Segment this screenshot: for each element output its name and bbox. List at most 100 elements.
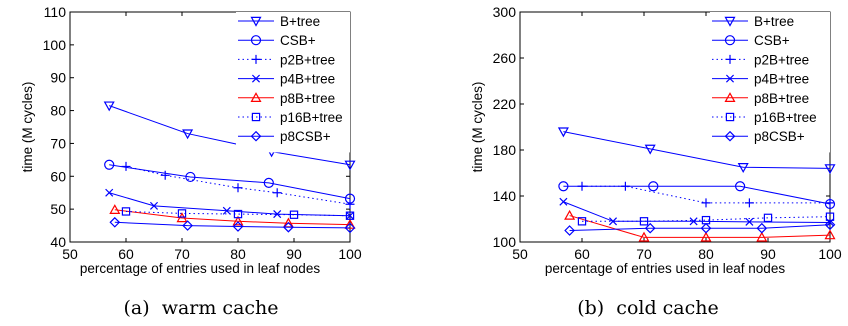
legend: B+tree CSB+ p2B+tree p4B+tree p8B+tree p16B+t… — [236, 12, 350, 153]
x-tick-label: 80 — [230, 246, 246, 262]
x-tick-label: 70 — [174, 246, 190, 262]
data-point — [149, 201, 159, 210]
data-point — [289, 210, 299, 219]
data-point — [345, 211, 355, 220]
y-tick-label: 220 — [493, 96, 517, 112]
series-line — [582, 216, 831, 222]
legend-label: p8B+tree — [754, 91, 809, 106]
legend-marker — [724, 16, 736, 27]
legend-label: p8B+tree — [280, 91, 335, 106]
x-tick-label: 90 — [286, 246, 302, 262]
legend-label: CSB+ — [754, 33, 790, 48]
legend-marker — [250, 16, 262, 27]
chart-b: 50 60 70 80 90 100 100 140 180 220 260 300 percentag… — [470, 4, 842, 276]
data-point — [763, 213, 773, 223]
data-point — [233, 183, 243, 193]
data-point — [745, 217, 754, 226]
y-tick-label: 70 — [50, 135, 66, 151]
x-tick-label: 100 — [818, 246, 842, 262]
data-point — [345, 211, 355, 220]
data-point — [700, 231, 712, 242]
legend-marker — [250, 92, 262, 103]
series-p4B+tree — [559, 197, 835, 227]
x-axis-label: percentage of entries used in leaf nodes — [80, 261, 320, 276]
series-p8B+tree — [109, 204, 356, 229]
data-point — [608, 217, 618, 226]
legend-marker — [251, 54, 261, 64]
series-line — [109, 105, 351, 166]
data-point — [222, 206, 231, 215]
data-point — [344, 160, 356, 171]
y-tick-label: 100 — [493, 234, 517, 250]
data-point — [564, 225, 575, 236]
data-point — [105, 188, 114, 197]
data-point — [109, 204, 121, 214]
data-point — [577, 181, 587, 191]
legend-label: p16B+tree — [280, 110, 343, 125]
legend-label: p8CSB+ — [280, 129, 331, 144]
data-point — [700, 222, 712, 234]
chart-a: 50 60 70 80 90 100405060708090100110percentag… — [20, 4, 362, 276]
data-point — [825, 198, 835, 208]
data-point — [824, 164, 836, 175]
legend-label: p16B+tree — [754, 110, 817, 125]
y-tick-label: 40 — [50, 234, 66, 250]
series-line — [109, 164, 351, 200]
data-point — [620, 181, 630, 191]
data-point — [182, 220, 193, 231]
series-line — [569, 224, 831, 231]
data-point — [577, 217, 587, 226]
legend-marker — [724, 35, 736, 46]
legend-marker — [251, 74, 261, 83]
legend-marker — [725, 74, 735, 83]
series-line — [563, 185, 831, 205]
data-point — [185, 171, 196, 183]
legend-label: p4B+tree — [754, 72, 809, 87]
data-point — [557, 127, 569, 138]
data-point — [104, 159, 115, 170]
x-tick-label: 60 — [118, 246, 134, 262]
data-point — [648, 181, 659, 192]
series-CSB+ — [104, 159, 356, 204]
legend-marker — [724, 92, 736, 103]
y-tick-label: 260 — [493, 50, 517, 66]
caption-b: (b) cold cache — [577, 297, 719, 319]
legend-marker — [725, 112, 735, 122]
data-point — [103, 101, 115, 112]
legend-label: p4B+tree — [280, 72, 335, 87]
series-p2B+tree — [121, 161, 355, 209]
data-point — [756, 222, 768, 234]
legend-label: B+tree — [280, 14, 320, 29]
x-tick-label: 100 — [338, 246, 362, 262]
legend-marker — [251, 112, 261, 122]
legend-label: p2B+tree — [280, 52, 335, 67]
data-point — [644, 144, 656, 155]
data-point — [273, 210, 282, 219]
series-B+tree — [557, 127, 836, 175]
y-tick-label: 180 — [493, 142, 517, 158]
legend-marker — [250, 130, 262, 142]
data-point — [734, 181, 746, 192]
x-tick-label: 50 — [62, 246, 78, 262]
legend-marker — [724, 130, 736, 142]
y-axis-label: time (M cycles) — [470, 82, 485, 173]
data-point — [160, 170, 170, 180]
series-line — [563, 201, 831, 223]
y-tick-label: 110 — [44, 4, 67, 20]
data-point — [345, 199, 355, 209]
data-point — [121, 207, 131, 216]
data-point — [232, 215, 244, 226]
data-point — [344, 218, 356, 229]
y-tick-label: 300 — [493, 4, 517, 20]
data-point — [182, 129, 194, 140]
data-point — [564, 209, 576, 220]
y-tick-label: 80 — [50, 103, 66, 119]
y-tick-label: 90 — [50, 70, 66, 86]
series-p16B+tree — [121, 207, 355, 220]
series-line — [563, 131, 831, 169]
data-point — [689, 217, 698, 226]
data-point — [558, 181, 569, 192]
data-point — [701, 198, 711, 208]
series-p8B+tree — [564, 209, 836, 242]
